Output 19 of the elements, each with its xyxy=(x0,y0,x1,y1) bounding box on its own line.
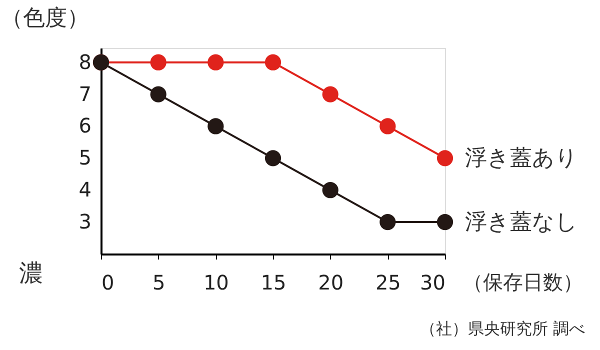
x-tick-label: 10 xyxy=(203,270,229,294)
x-tick-label: 5 xyxy=(152,270,166,294)
x-tick-label: 30 xyxy=(420,270,446,294)
y-tick-label: 4 xyxy=(78,178,92,202)
y-tick-label: 6 xyxy=(78,114,92,138)
series-label: 浮き蓋なし xyxy=(465,210,578,236)
text: 濃 xyxy=(19,259,43,287)
x-axis-title: （保存日数） xyxy=(463,270,583,294)
y-tick-label: 5 xyxy=(78,146,92,170)
x-tick-label: 15 xyxy=(260,270,286,294)
text: （社）県央研究所 調べ xyxy=(420,319,585,338)
y-axis-title: （色度） xyxy=(1,6,89,31)
x-tick-label: 20 xyxy=(318,270,344,294)
y-tick-label: 3 xyxy=(78,210,92,234)
x-tick-label: 0 xyxy=(102,270,114,294)
series-label: 浮き蓋あり xyxy=(465,146,578,172)
y-tick-label: 7 xyxy=(78,82,92,106)
y-tick-label: 8 xyxy=(78,50,92,74)
x-tick-label: 25 xyxy=(375,270,401,294)
